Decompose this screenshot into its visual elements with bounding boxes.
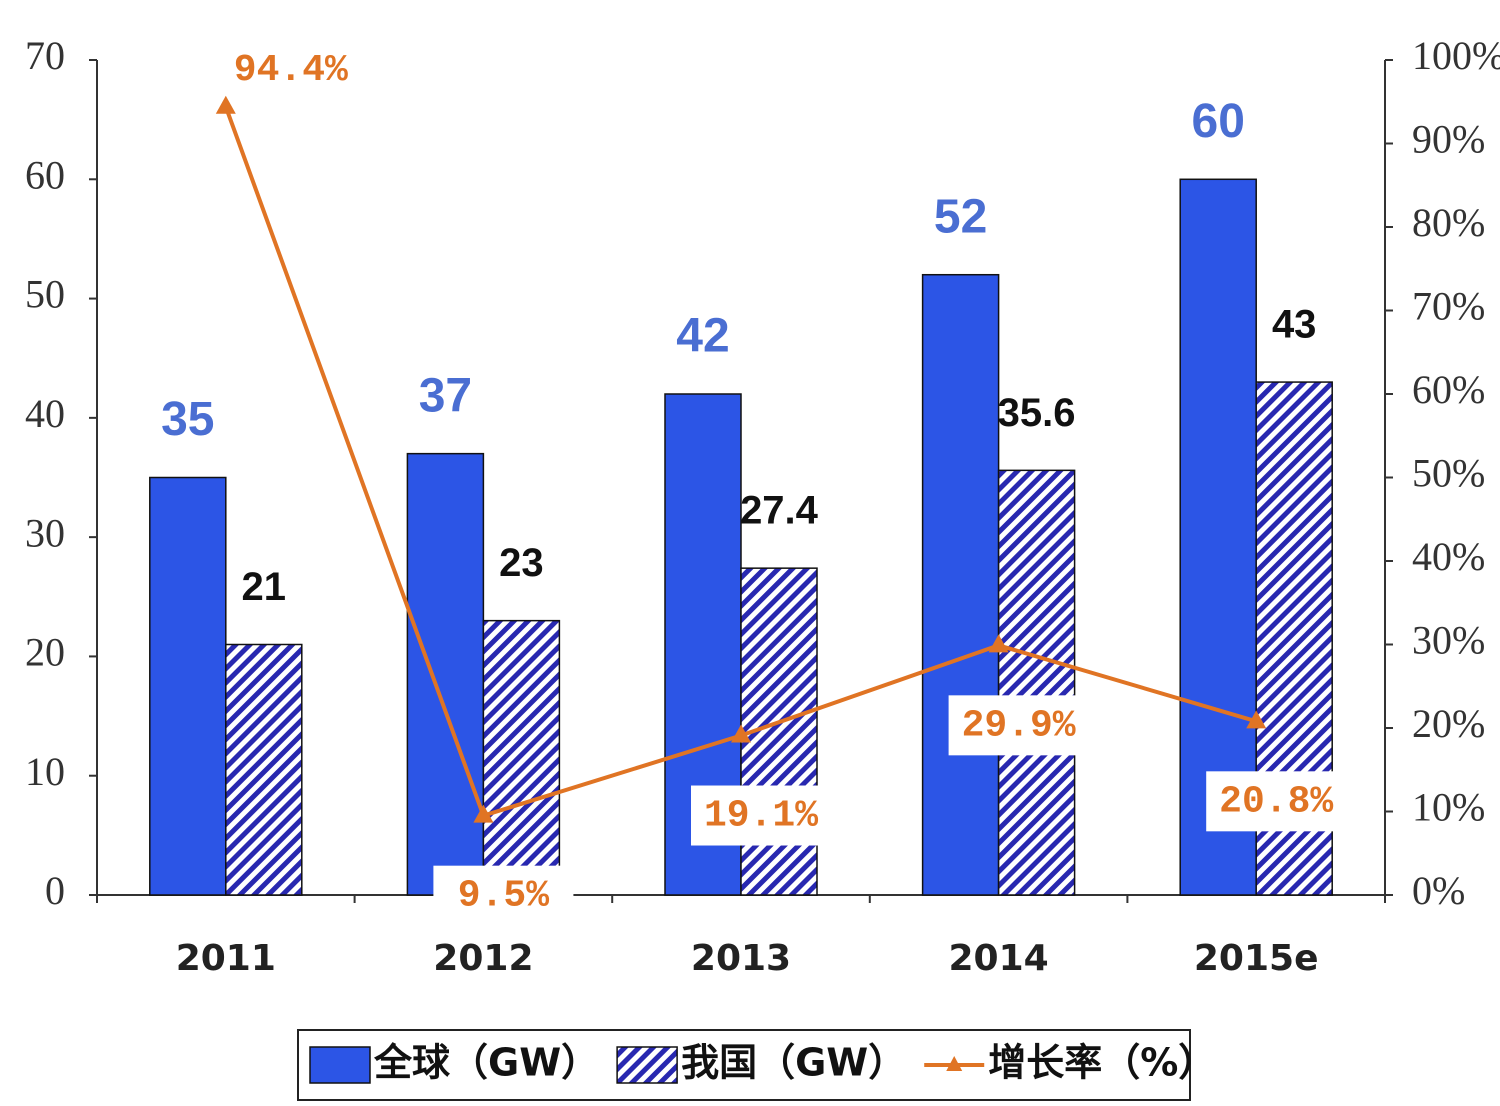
line-value-label: 20.8%: [1219, 780, 1333, 823]
label-box: [433, 865, 574, 926]
bar-value-label: 21: [242, 565, 287, 609]
legend-box: [297, 1029, 1191, 1101]
line-marker: [1246, 710, 1267, 729]
x-tick-label: 2014: [948, 938, 1048, 979]
y2-tick-label: 90%: [1412, 117, 1485, 162]
y2-tick-label: 50%: [1412, 451, 1485, 496]
x-tick-label: 2013: [691, 938, 791, 979]
label-box: [1206, 771, 1347, 832]
bar: [406, 452, 485, 896]
legend-marker: [946, 1056, 963, 1071]
bar: [997, 469, 1076, 896]
line-value-label: 9.5%: [458, 875, 549, 918]
legend-label: 全球（GW）: [373, 1041, 599, 1085]
x-tick-label: 2011: [176, 938, 276, 979]
bar-value-label: 60: [1192, 95, 1245, 148]
legend-label: 我国（GW）: [681, 1041, 906, 1085]
y2-tick-label: 40%: [1412, 534, 1485, 579]
y2-tick-label: 60%: [1412, 367, 1485, 412]
y-tick-label: 20: [25, 630, 65, 675]
y-tick-label: 0: [45, 868, 65, 913]
bar: [921, 273, 1000, 896]
bar-value-label: 35: [161, 393, 214, 446]
bar: [149, 476, 227, 896]
y2-tick-label: 80%: [1412, 200, 1485, 245]
line-value-label: 29.9%: [962, 704, 1076, 747]
y-tick-label: 30: [25, 510, 65, 555]
bar: [225, 643, 303, 896]
y-tick-label: 40: [25, 391, 65, 436]
label-box: [691, 785, 831, 846]
legend-label: 增长率（%）: [988, 1041, 1216, 1085]
bar: [482, 619, 561, 896]
y2-tick-label: 70%: [1412, 284, 1485, 329]
y2-tick-label: 30%: [1412, 618, 1485, 663]
y2-tick-label: 20%: [1412, 701, 1485, 746]
line-marker: [988, 634, 1009, 653]
bar-value-label: 52: [934, 190, 987, 243]
bar-value-label: 23: [499, 541, 544, 585]
legend-swatch: [309, 1046, 371, 1084]
x-tick-label: 2012: [433, 938, 533, 979]
y2-tick-label: 0%: [1412, 868, 1465, 913]
y2-tick-label: 100%: [1412, 33, 1500, 78]
y2-tick-label: 10%: [1412, 785, 1485, 830]
bar-value-label: 37: [419, 369, 472, 422]
x-tick-label: 2015e: [1194, 938, 1319, 979]
y-tick-label: 70: [25, 33, 65, 78]
line-value-label: 19.1%: [704, 795, 818, 838]
bar-value-label: 27.4: [740, 489, 819, 533]
y-tick-label: 10: [25, 749, 65, 794]
line-marker: [731, 724, 751, 743]
y-tick-label: 50: [25, 272, 65, 317]
line-marker: [473, 804, 494, 823]
label-box: [948, 695, 1089, 756]
bar-value-label: 42: [676, 310, 729, 363]
line-marker: [215, 95, 236, 114]
line-value-label: 94.4%: [234, 49, 348, 92]
bar-value-label: 35.6: [998, 391, 1076, 435]
y-tick-label: 60: [25, 152, 65, 197]
bar-value-label: 43: [1272, 303, 1317, 347]
legend-swatch: [616, 1046, 678, 1084]
